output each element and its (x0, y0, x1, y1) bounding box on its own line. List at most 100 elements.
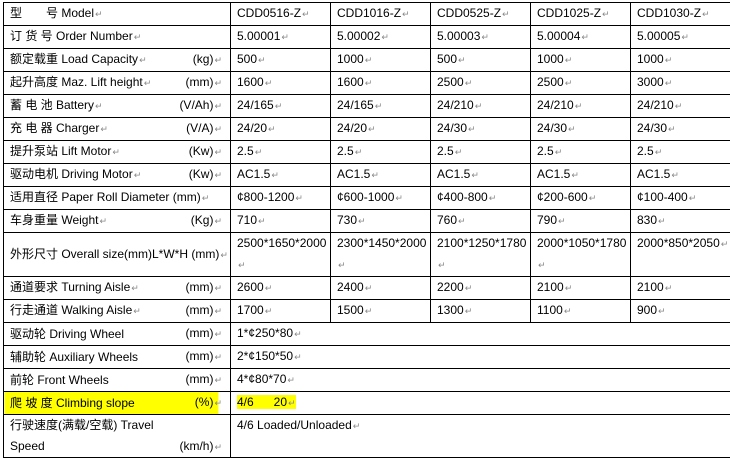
cell-value: 4/6 Loaded/Unloaded (237, 418, 360, 432)
row-label-cell: 订 货 号 Order Number (4, 26, 231, 49)
cell-value: 24/210 (637, 98, 682, 112)
row-label-cell: 前轮 Front Wheels(mm) (4, 369, 231, 392)
value-cell: 3000 (631, 72, 730, 95)
value-cell: 1000 (331, 49, 431, 72)
row-unit: (mm) (185, 323, 222, 345)
row-unit: (Kg) (191, 210, 222, 232)
value-cell: 24/210 (531, 95, 631, 118)
cell-value: 5.00005 (637, 29, 689, 43)
cell-value: 1000 (337, 52, 372, 66)
spec-table: 型 号 ModelCDD0516-ZCDD1016-ZCDD0525-ZCDD1… (3, 2, 730, 458)
value-cell: 5.00004 (531, 26, 631, 49)
cell-value: ¢200-600 (537, 190, 596, 204)
cell-value: 1000 (637, 52, 672, 66)
cell-value: 2000*1050*1780 (537, 236, 626, 271)
value-cell: 1100 (531, 300, 631, 323)
row-unit: (mm) (185, 72, 222, 94)
table-row: 提升泵站 Lift Motor(Kw)2.52.52.52.52.5 (4, 141, 730, 164)
row-label-cell: 起升高度 Maz. Lift height(mm) (4, 72, 231, 95)
value-cell: 790 (531, 210, 631, 233)
value-cell: 5.00001 (231, 26, 331, 49)
value-cell: 2.5 (631, 141, 730, 164)
cell-value: 24/30 (637, 121, 676, 135)
cell-value: 2100 (537, 280, 572, 294)
table-row: 型 号 ModelCDD0516-ZCDD1016-ZCDD0525-ZCDD1… (4, 3, 730, 26)
table-row: 适用直径 Paper Roll Diameter (mm)¢800-1200¢6… (4, 187, 730, 210)
value-cell: 1000 (631, 49, 730, 72)
value-cell: 1500 (331, 300, 431, 323)
row-label-cell: 车身重量 Weight (Kg) (4, 210, 231, 233)
row-unit: (%) (195, 392, 222, 414)
row-label-cell: 蓄 电 池 Battery (V/Ah) (4, 95, 231, 118)
row-unit: (kg) (193, 49, 222, 71)
cell-value: CDD1030-Z (637, 6, 710, 20)
cell-value: 2.5 (337, 144, 362, 158)
cell-value: 24/30 (537, 121, 576, 135)
cell-value: 730 (337, 213, 366, 227)
shared-value-cell: 4*¢80*70 (231, 369, 730, 392)
row-unit: (Kw) (189, 141, 222, 163)
row-unit: (mm) (185, 346, 222, 368)
value-cell: 24/165 (331, 95, 431, 118)
table-row: 蓄 电 池 Battery(V/Ah)24/16524/16524/21024/… (4, 95, 730, 118)
cell-value: 1700 (237, 303, 272, 317)
table-row: 通道要求 Turning Aisle(mm)260024002200210021… (4, 277, 730, 300)
cell-value: CDD1025-Z (537, 6, 610, 20)
row-label-cell: 额定载重 Load Capacity(kg) (4, 49, 231, 72)
row-unit: (V/Ah) (179, 95, 222, 117)
value-cell: ¢200-600 (531, 187, 631, 210)
row-label-cell: 外形尺寸 Overall size(mm)L*W*H (mm) (4, 233, 231, 277)
value-cell: 1300 (431, 300, 531, 323)
value-cell: ¢400-800 (431, 187, 531, 210)
value-cell: 2400 (331, 277, 431, 300)
table-row: 爬 坡 度 Climbing slope(%)4/6 20 (4, 392, 730, 415)
table-row: 订 货 号 Order Number5.000015.000025.000035… (4, 26, 730, 49)
value-cell: 2.5 (231, 141, 331, 164)
row-unit: (km/h) (179, 436, 222, 458)
row-label-continued: Speed (10, 439, 45, 453)
value-cell: 760 (431, 210, 531, 233)
value-cell: CDD0516-Z (231, 3, 331, 26)
value-cell: CDD1025-Z (531, 3, 631, 26)
row-label: 车身重量 Weight (10, 213, 107, 227)
cell-value: AC1.5 (437, 167, 479, 181)
cell-value: 24/20 (237, 121, 276, 135)
value-cell: 2500 (431, 72, 531, 95)
cell-value: 2500 (537, 75, 572, 89)
value-cell: 2.5 (431, 141, 531, 164)
value-cell: 900 (631, 300, 730, 323)
row-label: 行驶速度(满载/空载) Travel (10, 418, 154, 432)
value-cell: 2.5 (331, 141, 431, 164)
value-cell: AC1.5 (631, 164, 730, 187)
value-cell: 5.00005 (631, 26, 730, 49)
row-label: 通道要求 Turning Aisle (10, 280, 139, 294)
value-cell: 710 (231, 210, 331, 233)
cell-value: 1*¢250*80 (237, 326, 302, 340)
cell-value: CDD1016-Z (337, 6, 410, 20)
cell-value: 500 (437, 52, 466, 66)
row-label-cell: 提升泵站 Lift Motor (Kw) (4, 141, 231, 164)
value-cell: 2100 (531, 277, 631, 300)
cell-value: 5.00001 (237, 29, 289, 43)
cell-value: 2.5 (237, 144, 262, 158)
cell-value: ¢800-1200 (237, 190, 303, 204)
row-label: 辅助轮 Auxiliary Wheels (10, 350, 138, 364)
cell-value: CDD0516-Z (237, 6, 310, 20)
value-cell: 2200 (431, 277, 531, 300)
value-cell: 5.00003 (431, 26, 531, 49)
shared-value-cell: 1*¢250*80 (231, 323, 730, 346)
cell-value: 2*¢150*50 (237, 349, 302, 363)
value-cell: 2100 (631, 277, 730, 300)
cell-value: 3000 (637, 75, 672, 89)
row-label: 型 号 Model (10, 6, 103, 20)
cell-value: 2.5 (437, 144, 462, 158)
row-unit: (V/A) (186, 118, 222, 140)
table-row: 充 电 器 Charger(V/A)24/2024/2024/3024/3024… (4, 118, 730, 141)
row-label: 订 货 号 Order Number (10, 29, 141, 43)
table-row: 前轮 Front Wheels(mm)4*¢80*70 (4, 369, 730, 392)
row-label: 蓄 电 池 Battery (10, 98, 103, 112)
row-label-cell: 行驶速度(满载/空载) Travel Speed (km/h) (4, 415, 231, 458)
cell-value: 2200 (437, 280, 472, 294)
row-label: 提升泵站 Lift Motor (10, 144, 120, 158)
cell-value: 1600 (337, 75, 372, 89)
